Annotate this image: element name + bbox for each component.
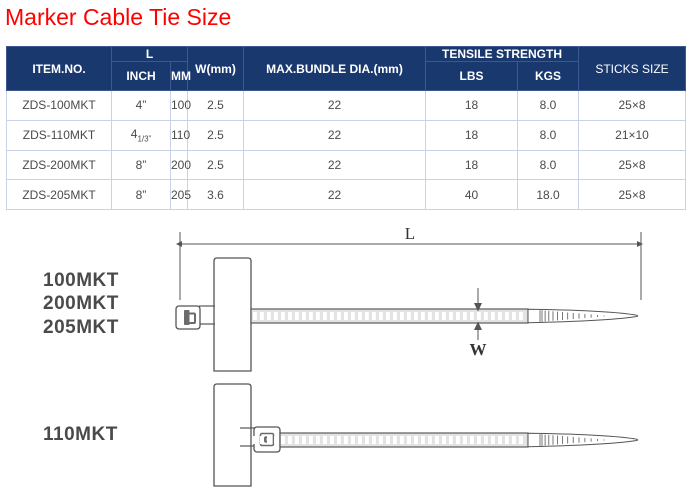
svg-text:L: L bbox=[405, 224, 415, 243]
svg-text:W: W bbox=[470, 340, 487, 359]
